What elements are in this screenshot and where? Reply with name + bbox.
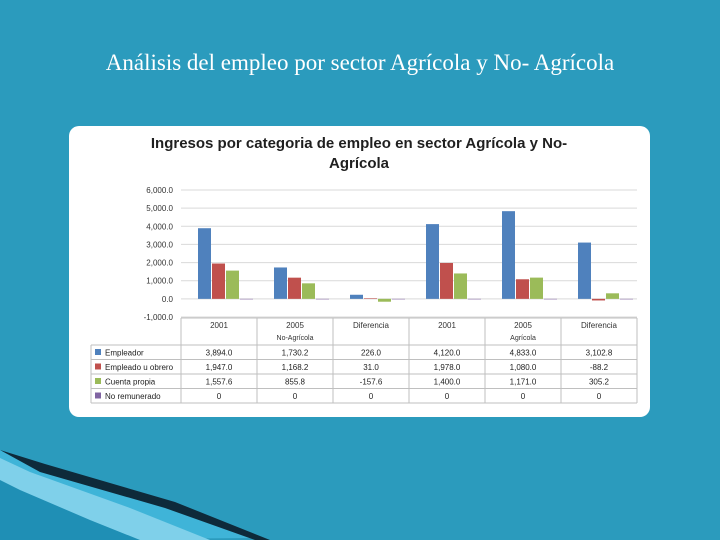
data-label: 4,833.0 [510, 349, 537, 358]
group-label: No-Agrícola [277, 335, 314, 342]
data-label: -157.6 [360, 378, 383, 387]
bar-cuenta-propia [606, 293, 619, 299]
bar-cuenta-propia [302, 283, 315, 299]
y-tick-label: 3,000.0 [146, 240, 173, 249]
data-label: 3,102.8 [586, 349, 613, 358]
bar-empleador [578, 242, 591, 299]
data-label: 0 [369, 392, 374, 401]
y-tick-label: 0.0 [162, 295, 174, 304]
data-label: 4,120.0 [434, 349, 461, 358]
data-label: 226.0 [361, 349, 382, 358]
bar-no-remunerado [544, 298, 557, 300]
legend-swatch [95, 363, 101, 370]
bar-no-remunerado [316, 298, 329, 300]
bar-empleado-u-obrero [364, 298, 377, 299]
data-label: 1,168.2 [282, 363, 309, 372]
data-label: 0 [217, 392, 222, 401]
data-label: 3,894.0 [206, 349, 233, 358]
legend-label: Cuenta propia [105, 378, 156, 387]
bar-empleado-u-obrero [440, 262, 453, 299]
bar-cuenta-propia [454, 273, 467, 299]
bar-empleador [198, 228, 211, 299]
bar-empleado-u-obrero [592, 298, 605, 301]
chart-title-line2: Agrícola [328, 155, 389, 172]
bar-chart: 6,000.0 5,000.0 4,000.0 3,000.0 2,000.0 1,000… [90, 186, 638, 404]
data-label: 0 [445, 392, 450, 401]
data-label: 31.0 [363, 363, 379, 372]
bar-empleador [426, 224, 439, 299]
legend-swatch [95, 378, 101, 384]
bar-empleado-u-obrero [516, 279, 529, 299]
x-tick-label: Diferencia [353, 321, 390, 330]
bar-cuenta-propia [226, 270, 239, 299]
data-label: 1,557.6 [206, 378, 233, 387]
data-label: 0 [521, 392, 526, 401]
y-tick-label: 2,000.0 [146, 259, 173, 268]
chart-title-line1: Ingresos por categoria de empleo en sect… [150, 135, 568, 152]
chart-card: Ingresos por categoria de empleo en sect… [69, 126, 650, 417]
data-label: 1,730.2 [282, 349, 309, 358]
data-label: 1,978.0 [434, 363, 461, 372]
group-label: Agrícola [510, 335, 536, 342]
chart-title: Ingresos por categoria de empleo en sect… [129, 134, 589, 174]
data-label: 1,080.0 [510, 363, 537, 372]
legend-label: Empleador [105, 349, 144, 358]
bar-no-remunerado [468, 298, 481, 300]
bar-cuenta-propia [378, 298, 391, 302]
y-tick-label: 1,000.0 [146, 277, 173, 286]
bar-empleador [350, 294, 363, 299]
x-tick-label: 2001 [210, 321, 228, 330]
bar-empleado-u-obrero [212, 263, 225, 299]
data-label: 305.2 [589, 378, 610, 387]
y-tick-label: 4,000.0 [146, 222, 173, 231]
data-label: -88.2 [590, 363, 609, 372]
x-tick-label: 2005 [286, 321, 304, 330]
bar-empleado-u-obrero [288, 277, 301, 299]
bar-empleador [502, 211, 515, 299]
y-tick-label: 5,000.0 [146, 204, 173, 213]
legend-label: No remunerado [105, 392, 161, 401]
data-label: 0 [597, 392, 602, 401]
data-label: 1,400.0 [434, 378, 461, 387]
legend-label: Empleado u obrero [105, 363, 174, 372]
legend-swatch [95, 349, 101, 355]
data-label: 0 [293, 392, 298, 401]
legend-swatch [95, 392, 101, 399]
decorative-swoosh [0, 450, 270, 540]
bar-empleador [274, 267, 287, 299]
bar-no-remunerado [620, 298, 633, 300]
y-tick-label: 6,000.0 [146, 186, 173, 195]
bar-no-remunerado [392, 298, 405, 300]
y-tick-label: -1,000.0 [144, 313, 174, 322]
slide-title: Análisis del empleo por sector Agrícola … [105, 50, 615, 75]
x-tick-label: 2005 [514, 321, 532, 330]
bar-no-remunerado [240, 298, 253, 300]
data-label: 1,947.0 [206, 363, 233, 372]
bar-cuenta-propia [530, 277, 543, 299]
x-tick-label: Diferencia [581, 321, 618, 330]
data-label: 1,171.0 [510, 378, 537, 387]
x-tick-label: 2001 [438, 321, 456, 330]
data-label: 855.8 [285, 378, 306, 387]
